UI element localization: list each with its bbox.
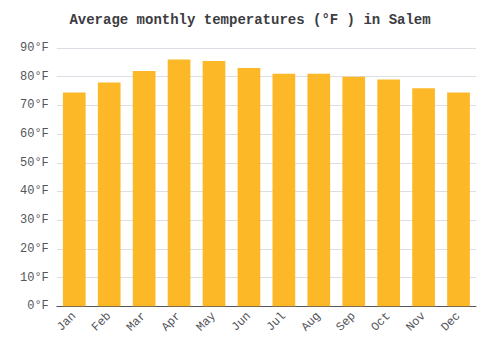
svg-text:70°F: 70°F [20,98,49,112]
svg-text:90°F: 90°F [20,41,49,55]
svg-text:Mar: Mar [124,309,149,334]
svg-text:May: May [194,309,219,334]
svg-text:30°F: 30°F [20,213,49,227]
svg-text:Jul: Jul [264,309,289,334]
svg-text:Nov: Nov [403,309,428,334]
svg-text:10°F: 10°F [20,271,49,285]
svg-text:Jun: Jun [229,309,254,334]
svg-text:Sep: Sep [334,309,359,334]
svg-text:Feb: Feb [89,309,114,334]
svg-text:80°F: 80°F [20,70,49,84]
svg-text:50°F: 50°F [20,156,49,170]
svg-text:60°F: 60°F [20,127,49,141]
svg-text:40°F: 40°F [20,184,49,198]
svg-text:0°F: 0°F [27,299,49,313]
svg-text:Average monthly temperatures (: Average monthly temperatures (°F ) in Sa… [69,12,430,28]
svg-text:Oct: Oct [368,309,393,334]
svg-text:Aug: Aug [299,309,324,334]
svg-text:Dec: Dec [438,309,463,334]
svg-text:Jan: Jan [54,309,79,334]
svg-text:20°F: 20°F [20,242,49,256]
svg-text:Apr: Apr [159,309,184,334]
